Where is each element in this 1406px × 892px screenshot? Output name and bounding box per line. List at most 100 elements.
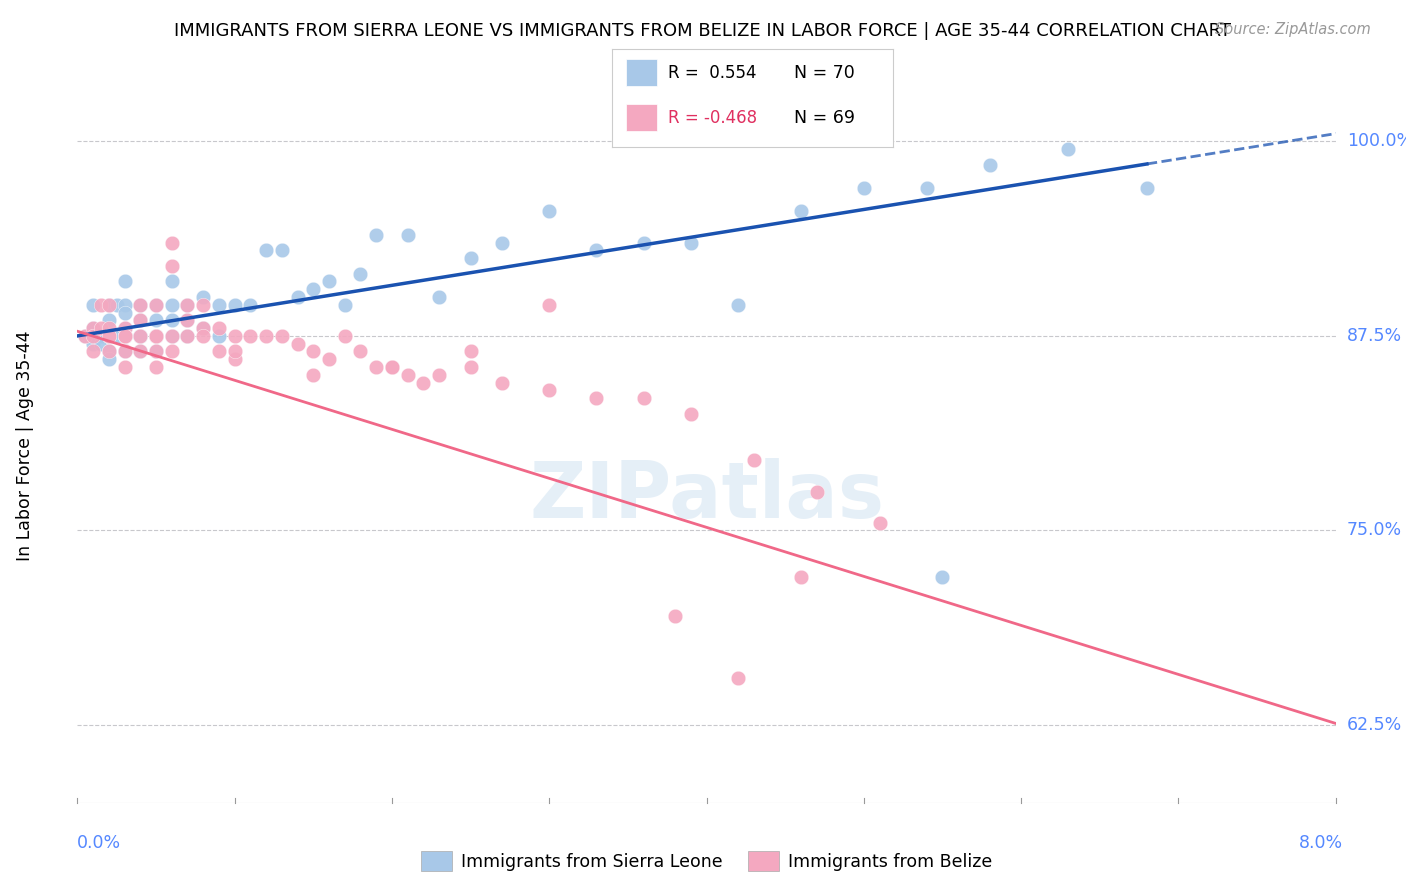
Point [1136, 181, 1159, 195]
Point [145, 359, 167, 374]
Point [460, 359, 482, 374]
Point [97, 313, 120, 327]
Point [176, 313, 198, 327]
Point [633, 235, 655, 250]
Point [538, 298, 561, 312]
Point [129, 313, 152, 327]
Text: R =  0.554: R = 0.554 [668, 63, 756, 81]
Point [129, 344, 152, 359]
Point [727, 671, 749, 685]
Point [239, 329, 262, 343]
Point [790, 204, 813, 219]
Point [224, 329, 246, 343]
Point [129, 329, 152, 343]
Point [287, 336, 309, 351]
Point [82, 344, 104, 359]
Point [129, 329, 152, 343]
Point [224, 298, 246, 312]
Point [349, 344, 371, 359]
Point [97, 329, 120, 343]
Point [318, 352, 340, 367]
Point [585, 391, 607, 405]
Point [287, 290, 309, 304]
Point [366, 227, 388, 242]
Bar [626, 59, 657, 87]
Point [114, 344, 136, 359]
Point [160, 329, 183, 343]
Point [129, 344, 152, 359]
Point [538, 204, 561, 219]
Point [82, 336, 104, 351]
Point [742, 453, 765, 467]
Point [129, 298, 152, 312]
Point [852, 181, 875, 195]
Point [491, 235, 513, 250]
Point [460, 251, 482, 265]
Point [82, 321, 104, 335]
Text: IMMIGRANTS FROM SIERRA LEONE VS IMMIGRANTS FROM BELIZE IN LABOR FORCE | AGE 35-4: IMMIGRANTS FROM SIERRA LEONE VS IMMIGRAN… [174, 22, 1232, 40]
Point [224, 344, 246, 359]
Text: N = 69: N = 69 [794, 109, 855, 127]
Point [90, 321, 112, 335]
Point [176, 298, 198, 312]
Point [97, 329, 120, 343]
Point [366, 359, 388, 374]
Point [82, 321, 104, 335]
Point [585, 244, 607, 258]
Point [679, 407, 702, 421]
Text: N = 70: N = 70 [794, 63, 855, 81]
Point [254, 329, 277, 343]
Text: R = -0.468: R = -0.468 [668, 109, 756, 127]
Point [239, 298, 262, 312]
Text: 8.0%: 8.0% [1299, 834, 1343, 852]
Point [160, 344, 183, 359]
Point [160, 275, 183, 289]
Point [460, 344, 482, 359]
Point [333, 329, 356, 343]
Point [191, 298, 215, 312]
Point [90, 298, 112, 312]
Point [114, 329, 136, 343]
Point [114, 329, 136, 343]
Point [208, 298, 231, 312]
Point [176, 298, 198, 312]
Point [105, 298, 128, 312]
Point [381, 359, 404, 374]
Point [381, 359, 404, 374]
Point [349, 267, 371, 281]
Bar [626, 104, 657, 131]
Point [97, 329, 120, 343]
Point [97, 344, 120, 359]
Point [270, 329, 292, 343]
Point [75, 329, 97, 343]
Point [97, 298, 120, 312]
Point [97, 321, 120, 335]
Point [806, 484, 828, 499]
Point [790, 570, 813, 584]
Point [727, 298, 749, 312]
Text: 0.0%: 0.0% [77, 834, 121, 852]
Point [145, 329, 167, 343]
Point [664, 609, 686, 624]
Point [114, 275, 136, 289]
Point [160, 313, 183, 327]
Point [224, 352, 246, 367]
Point [931, 570, 953, 584]
Point [75, 329, 97, 343]
Point [145, 344, 167, 359]
Point [90, 336, 112, 351]
Text: 75.0%: 75.0% [1347, 522, 1402, 540]
Point [176, 313, 198, 327]
Point [160, 298, 183, 312]
Point [82, 298, 104, 312]
Point [97, 298, 120, 312]
Point [633, 391, 655, 405]
Text: 100.0%: 100.0% [1347, 132, 1406, 151]
Point [114, 344, 136, 359]
Text: 62.5%: 62.5% [1347, 716, 1402, 734]
Point [97, 329, 120, 343]
Point [427, 368, 450, 382]
Point [208, 321, 231, 335]
Point [254, 244, 277, 258]
Point [114, 359, 136, 374]
